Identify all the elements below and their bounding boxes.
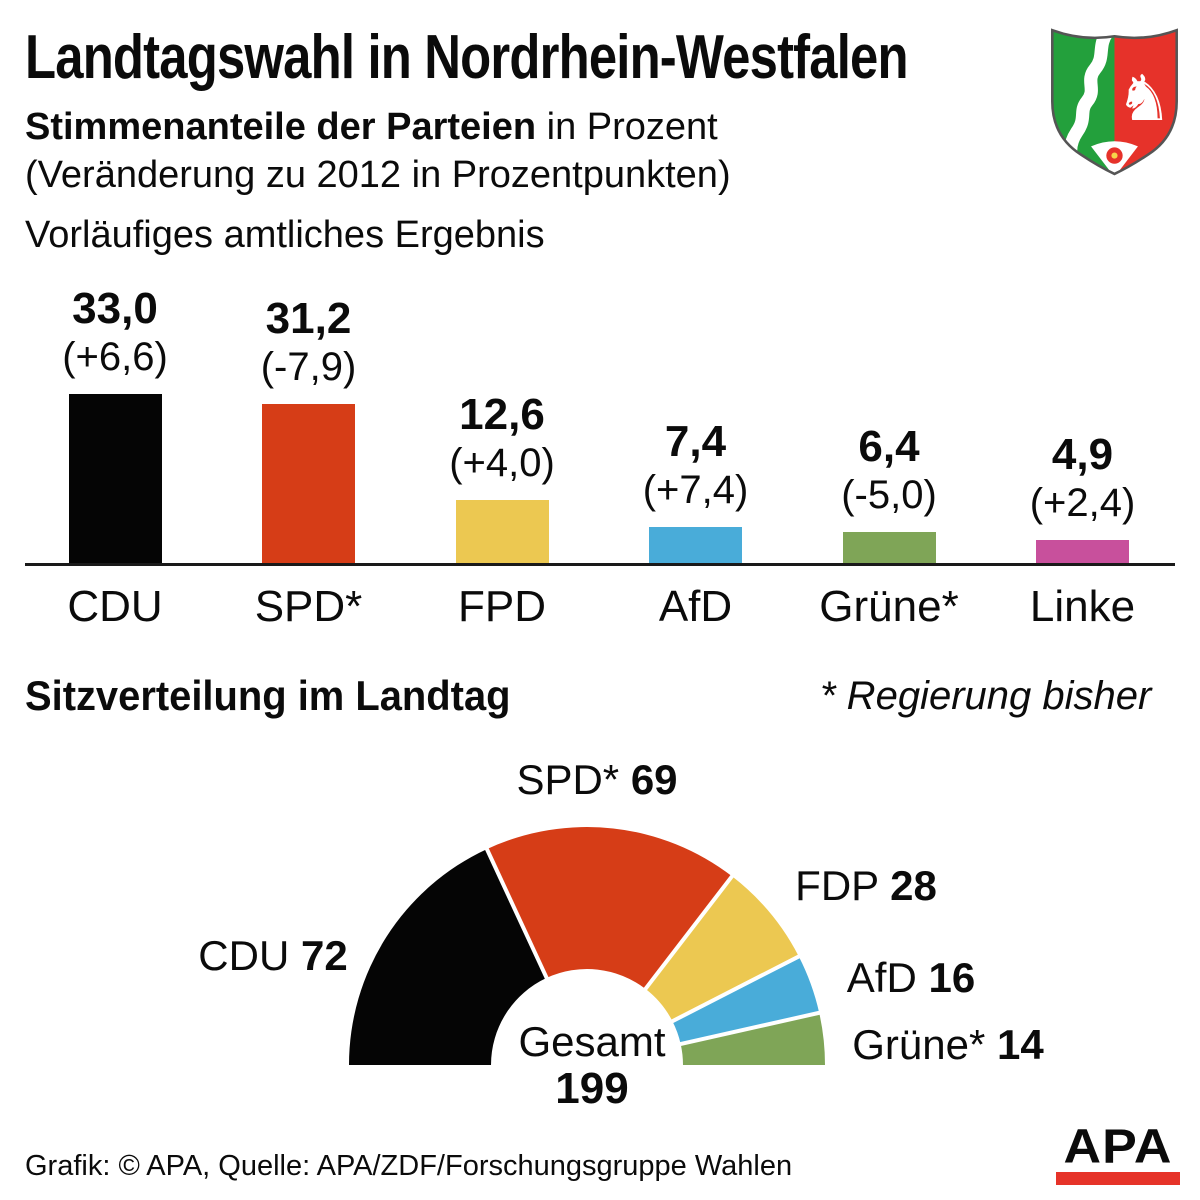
footer-credit: Grafik: © APA, Quelle: APA/ZDF/Forschung… (25, 1150, 793, 1182)
bar-AfD (649, 526, 742, 565)
lippe-rose-center (1111, 152, 1118, 159)
bar-value: 7,4 (664, 416, 727, 466)
x-axis-line (25, 563, 1175, 566)
bar-category-label: SPD* (254, 582, 363, 631)
apa-logo-red-bar (1056, 1171, 1180, 1185)
donut-slice-FDP (645, 876, 799, 1022)
subtitle-line-1: Stimmenanteile der Parteien in Prozent (25, 106, 718, 150)
donut-slice-separator (678, 1010, 822, 1047)
donut-slice-separator (484, 846, 550, 981)
bar-category-label: Grüne* (819, 582, 959, 631)
bar-category-label: AfD (658, 582, 733, 631)
bar-category-label: Linke (1029, 582, 1136, 631)
government-footnote: * Regierung bisher (820, 674, 1152, 718)
bar-Linke (1036, 539, 1129, 565)
bar-change: (+7,4) (642, 467, 749, 512)
donut-slice-SPD* (486, 827, 733, 989)
bar-change: (-5,0) (841, 472, 937, 517)
bar-change: (+4,0) (449, 440, 555, 485)
bar-SPD* (262, 403, 355, 565)
subtitle-rest: in Prozent (536, 106, 718, 148)
bar-change: (-7,9) (260, 344, 357, 389)
bar-value: 4,9 (1051, 429, 1114, 479)
nrw-coat-of-arms-icon: ♞ (1051, 28, 1178, 176)
donut-slice-Grüne* (680, 1012, 825, 1065)
apa-logo: APA (1056, 1120, 1180, 1185)
bar-value: 33,0 (72, 284, 158, 334)
page-title: Landtagswahl in Nordrhein-Westfalen (25, 23, 909, 92)
rhine-river-band (1064, 30, 1114, 151)
donut-slice-CDU (349, 849, 547, 1065)
bar-value: 6,4 (858, 421, 920, 471)
subtitle-line-2: (Veränderung zu 2012 in Prozentpunkten) (25, 154, 731, 196)
bar-value: 31,2 (265, 293, 352, 343)
seats-section-heading: Sitzverteilung im Landtag (25, 672, 511, 719)
donut-center-value: 199 (555, 1064, 629, 1113)
bar-category-label: CDU (67, 582, 163, 631)
subtitle-bold: Stimmenanteile der Parteien (25, 106, 537, 148)
donut-center-label: Gesamt (518, 1018, 666, 1065)
donut-slice-AfD (672, 956, 820, 1044)
donut-slice-separator (642, 873, 735, 992)
bar-change: (+6,6) (62, 335, 168, 380)
bar-Grüne* (842, 531, 936, 565)
status-line: Vorläufiges amtliches Ergebnis (25, 214, 545, 256)
bar-change: (+2,4) (1029, 480, 1136, 525)
vote-share-bar-chart: 33,0 (+6,6) CDU 31,2 (-7,9) SPD* 12,6 (+4,0) FPD… (62, 284, 1136, 631)
westphalia-horse-icon: ♞ (1116, 61, 1173, 135)
bar-value: 12,6 (459, 389, 545, 439)
donut-slice-separator (669, 953, 802, 1024)
seat-distribution-donut (349, 827, 825, 1065)
bar-category-label: FPD (458, 582, 546, 631)
bar-FPD (455, 499, 549, 565)
bar-CDU (68, 394, 162, 565)
apa-logo-text: APA (1063, 1120, 1173, 1174)
shield-outline (1051, 28, 1178, 176)
